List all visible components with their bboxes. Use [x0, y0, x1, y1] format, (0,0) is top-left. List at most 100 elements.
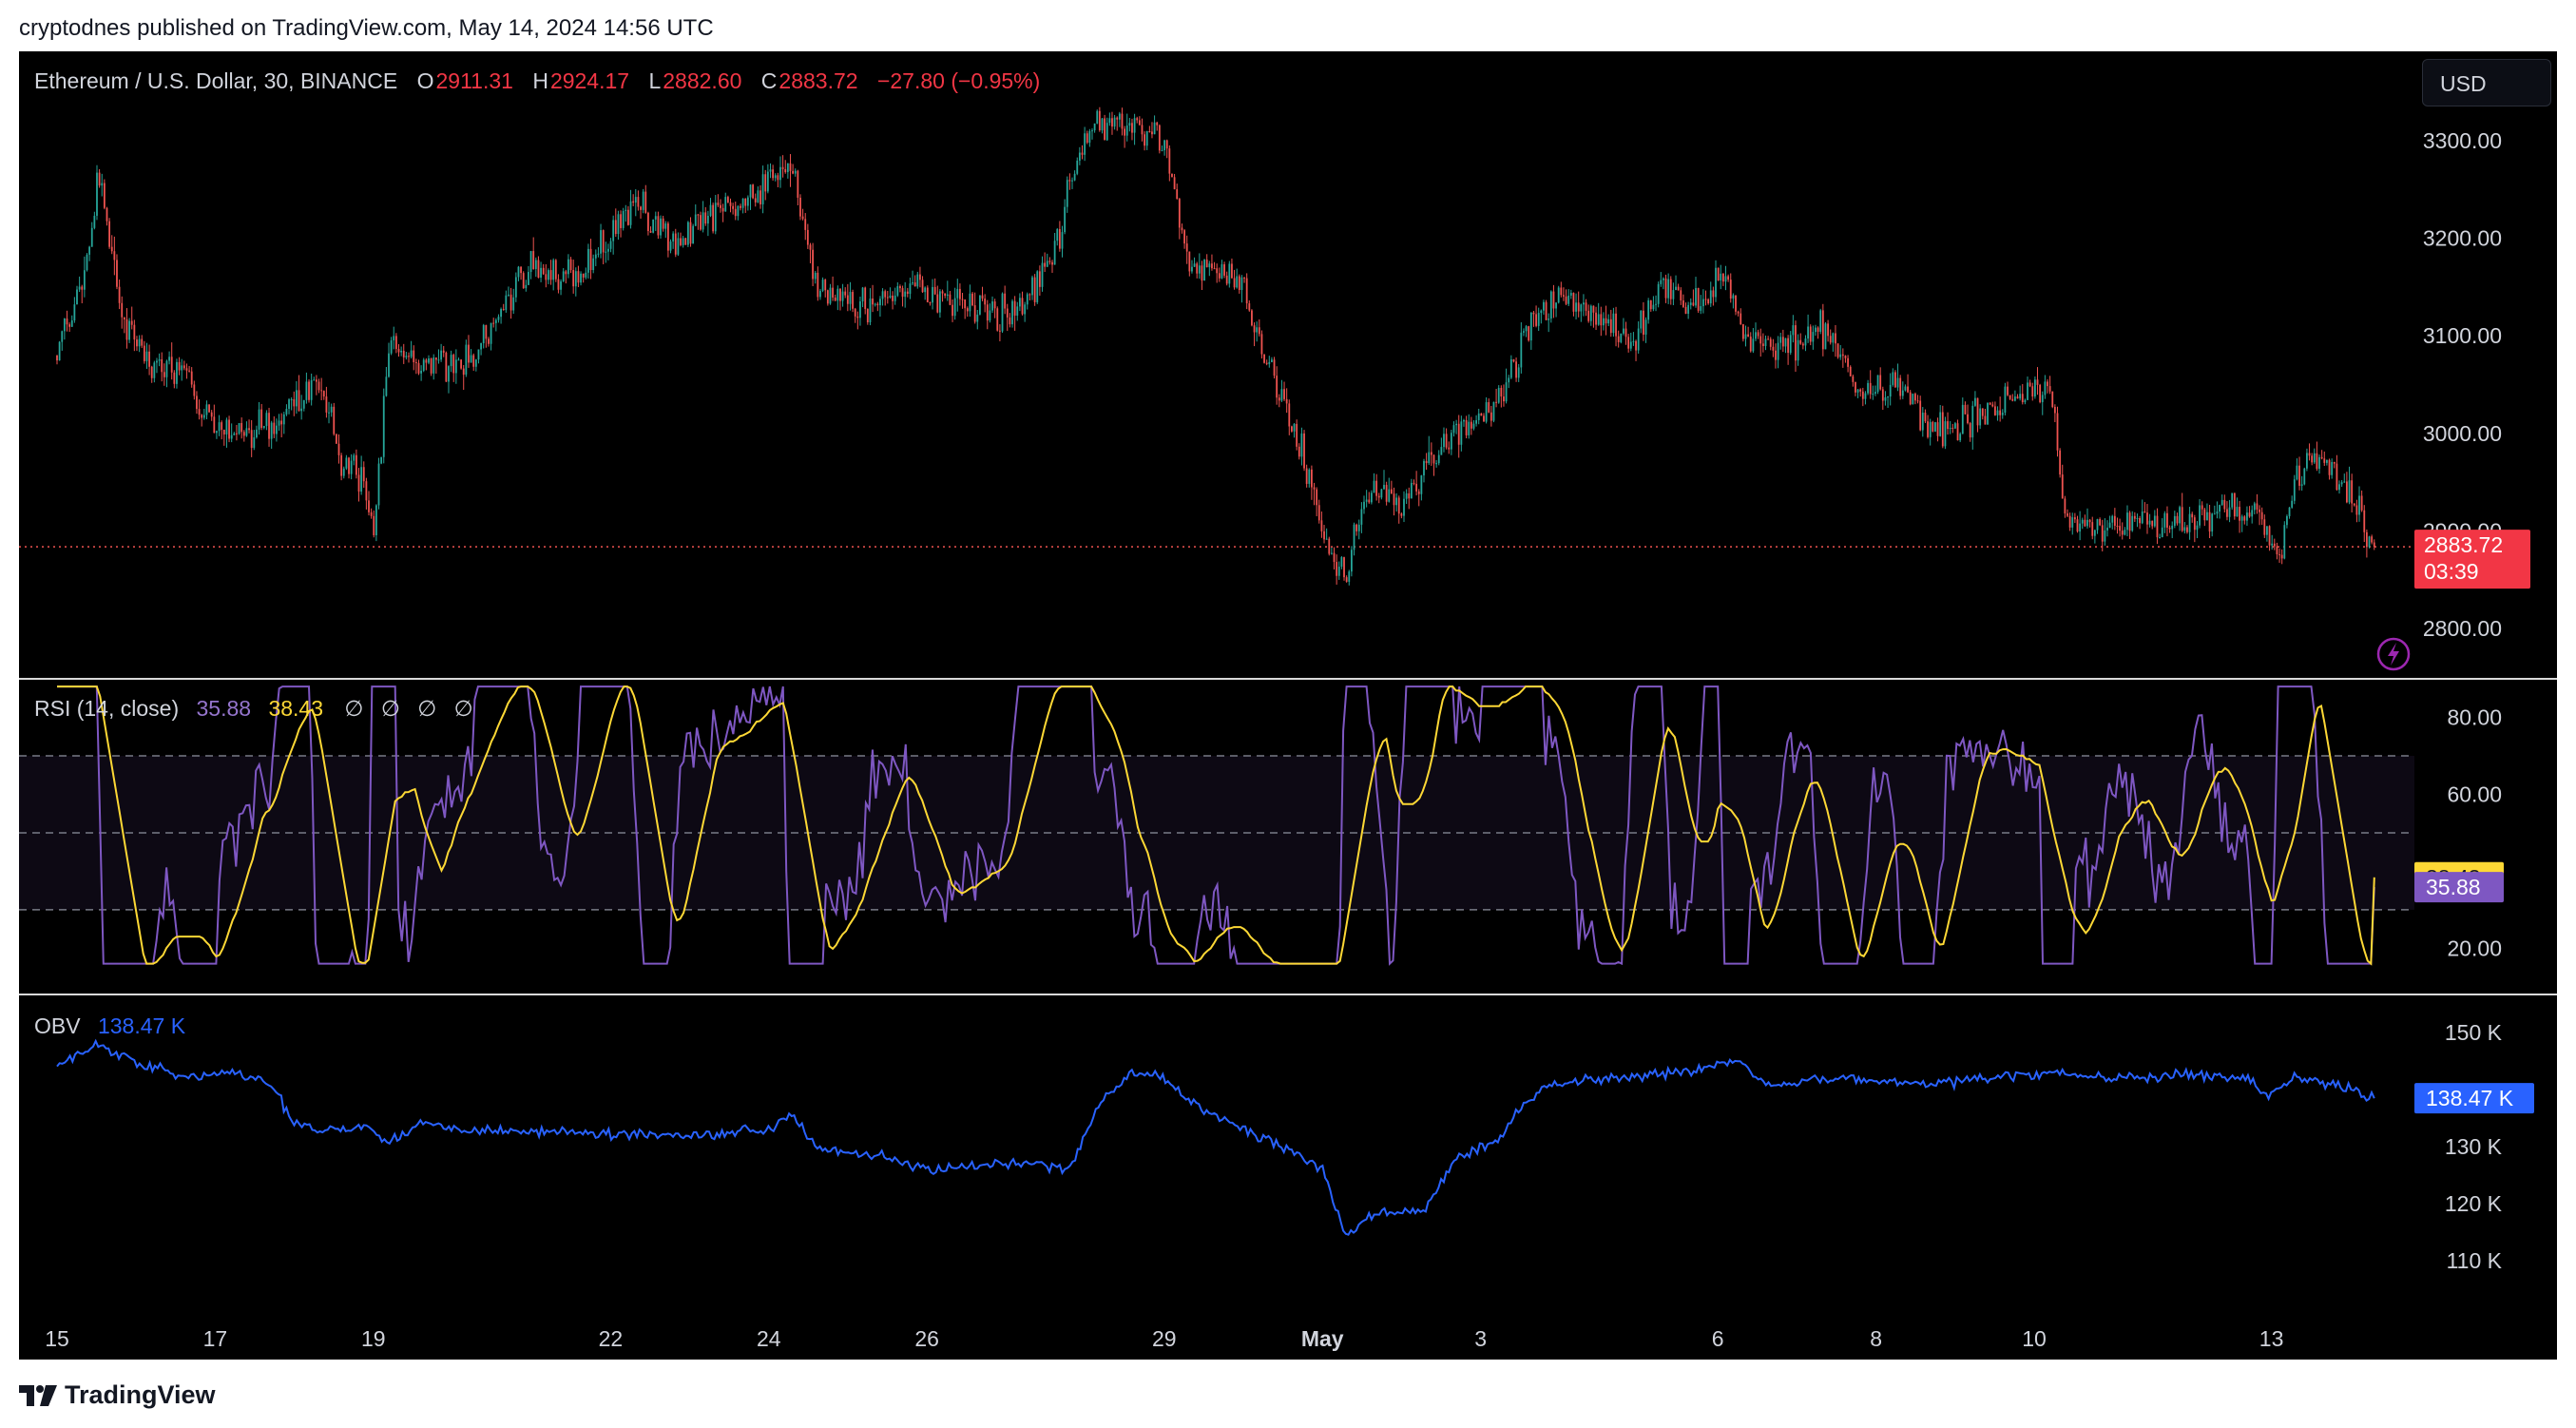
candle-body [173, 372, 176, 384]
candle-body [400, 350, 403, 353]
candle-body [103, 183, 106, 208]
candle-body [340, 454, 343, 476]
candle-body [2016, 396, 2019, 399]
candle-body [170, 357, 173, 373]
candle-body [394, 336, 397, 350]
candle-body [422, 359, 425, 371]
candle-body [402, 350, 405, 357]
candle-body [1956, 423, 1959, 441]
candle-body [849, 292, 852, 304]
candle-body [1278, 397, 1280, 401]
candle-body [2139, 517, 2141, 524]
candle-body [2236, 507, 2239, 517]
candle-body [1001, 293, 1004, 332]
time-axis-label: May [1301, 1326, 1344, 1351]
candle-body [2031, 386, 2034, 397]
candle-body [1759, 336, 1762, 344]
candle-body [520, 266, 522, 274]
candle-body [414, 362, 417, 364]
candle-body [729, 202, 732, 206]
candle-body [93, 215, 96, 228]
candle-body [1697, 287, 1700, 311]
candle-body [2246, 512, 2248, 521]
candle-body [1383, 484, 1385, 490]
candle-body [2308, 453, 2311, 456]
candle-body [1323, 531, 1325, 540]
candle-body [874, 303, 876, 305]
candle-body [1921, 413, 1924, 431]
candle-body [1178, 199, 1181, 228]
low-value: 2882.60 [663, 68, 742, 93]
candle-body [2011, 398, 2014, 401]
candle-body [240, 422, 243, 433]
rsi-title: RSI (14, close) [34, 696, 180, 721]
candle-body [1585, 302, 1587, 311]
candle-body [330, 406, 333, 413]
candle-body [278, 420, 280, 426]
candle-body [720, 204, 721, 208]
candle-body [752, 184, 755, 199]
candle-body [1448, 447, 1451, 450]
candle-body [836, 288, 839, 301]
candle-body [1013, 300, 1016, 316]
candle-body [1016, 306, 1019, 316]
candle-body [1707, 299, 1710, 304]
obv-value: 138.47 K [97, 1013, 186, 1038]
candle-body [1575, 302, 1577, 312]
candle-body [2320, 456, 2323, 459]
candle-body [562, 271, 565, 281]
candle-body [2096, 519, 2099, 531]
chart-svg[interactable]: 3300.003200.003100.003000.002900.002800.… [19, 51, 2557, 1360]
candle-body [1145, 131, 1148, 146]
candle-body [1104, 118, 1106, 141]
candle-body [1660, 280, 1663, 284]
candle-body [362, 467, 365, 482]
candle-body [1603, 318, 1605, 326]
candle-body [1185, 243, 1188, 252]
candle-body [1470, 421, 1472, 429]
candle-body [812, 249, 814, 280]
candle-body [1623, 328, 1624, 334]
candle-body [577, 271, 580, 283]
chart-frame[interactable]: 3300.003200.003100.003000.002900.002800.… [19, 51, 2557, 1360]
candle-body [474, 359, 477, 367]
candle-body [1460, 421, 1463, 445]
price-axis-label: 3000.00 [2423, 421, 2502, 446]
candle-body [1700, 306, 1702, 311]
candle-body [1024, 304, 1027, 315]
candle-body [233, 433, 236, 435]
candle-body [1403, 498, 1405, 516]
candle-body [380, 456, 383, 464]
candle-body [766, 171, 769, 192]
candle-body [1864, 393, 1867, 399]
candle-body [2280, 554, 2283, 559]
price-axis-label: 3300.00 [2423, 128, 2502, 153]
open-label: O [416, 68, 434, 93]
candle-body [1635, 340, 1637, 351]
candle-body [188, 370, 190, 372]
candle-body [514, 277, 517, 298]
candle-body [357, 474, 360, 492]
candle-body [1799, 339, 1802, 344]
candle-body [1569, 293, 1572, 296]
candle-body [1176, 189, 1179, 200]
candle-body [2004, 386, 2007, 414]
candle-body [350, 460, 353, 474]
candle-body [2256, 503, 2259, 510]
currency-button[interactable]: USD [2422, 59, 2551, 106]
low-label: L [648, 68, 662, 93]
candle-body [834, 297, 836, 301]
candle-body [1829, 336, 1832, 343]
candle-body [230, 434, 233, 439]
candle-body [620, 214, 622, 228]
candle-body [1565, 296, 1567, 304]
candle-body [1141, 125, 1144, 135]
candle-body [365, 481, 368, 501]
candle-body [1947, 421, 1949, 430]
candle-body [1682, 300, 1684, 307]
candle-body [1836, 343, 1839, 357]
time-axis-label: 17 [203, 1326, 228, 1351]
candle-body [1156, 122, 1159, 125]
tradingview-logo[interactable]: TradingView [19, 1380, 216, 1410]
candle-body [804, 219, 807, 230]
